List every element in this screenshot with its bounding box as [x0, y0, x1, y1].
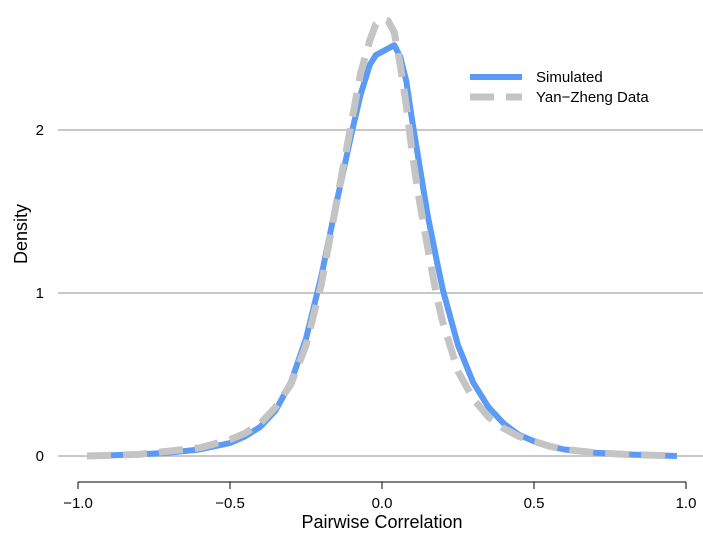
- series-line-yan-zheng-data: [86, 15, 678, 460]
- y-tick-label: 2: [36, 122, 44, 139]
- legend: Simulated Yan−Zheng Data: [470, 69, 649, 106]
- x-tick-label: 1.0: [676, 495, 697, 512]
- legend-label-simulated: Simulated: [536, 69, 603, 86]
- y-tick-labels: 0 1 2: [36, 122, 44, 465]
- x-tick-label: −0.5: [215, 495, 245, 512]
- x-axis-title: Pairwise Correlation: [301, 512, 462, 532]
- gridlines: [58, 129, 703, 457]
- x-tick-labels: −1.0 −0.5 0.0 0.5 1.0: [63, 495, 696, 512]
- series-lines: [86, 15, 678, 460]
- x-tick-label: −1.0: [63, 495, 93, 512]
- y-axis-title: Density: [11, 204, 31, 264]
- x-axis: [77, 481, 687, 489]
- x-tick-label: 0.0: [372, 495, 393, 512]
- series-line-simulated: [87, 42, 677, 459]
- y-tick-label: 0: [36, 448, 44, 465]
- legend-label-yan-zheng-data: Yan−Zheng Data: [536, 89, 649, 106]
- y-tick-label: 1: [36, 285, 44, 302]
- x-tick-label: 0.5: [524, 495, 545, 512]
